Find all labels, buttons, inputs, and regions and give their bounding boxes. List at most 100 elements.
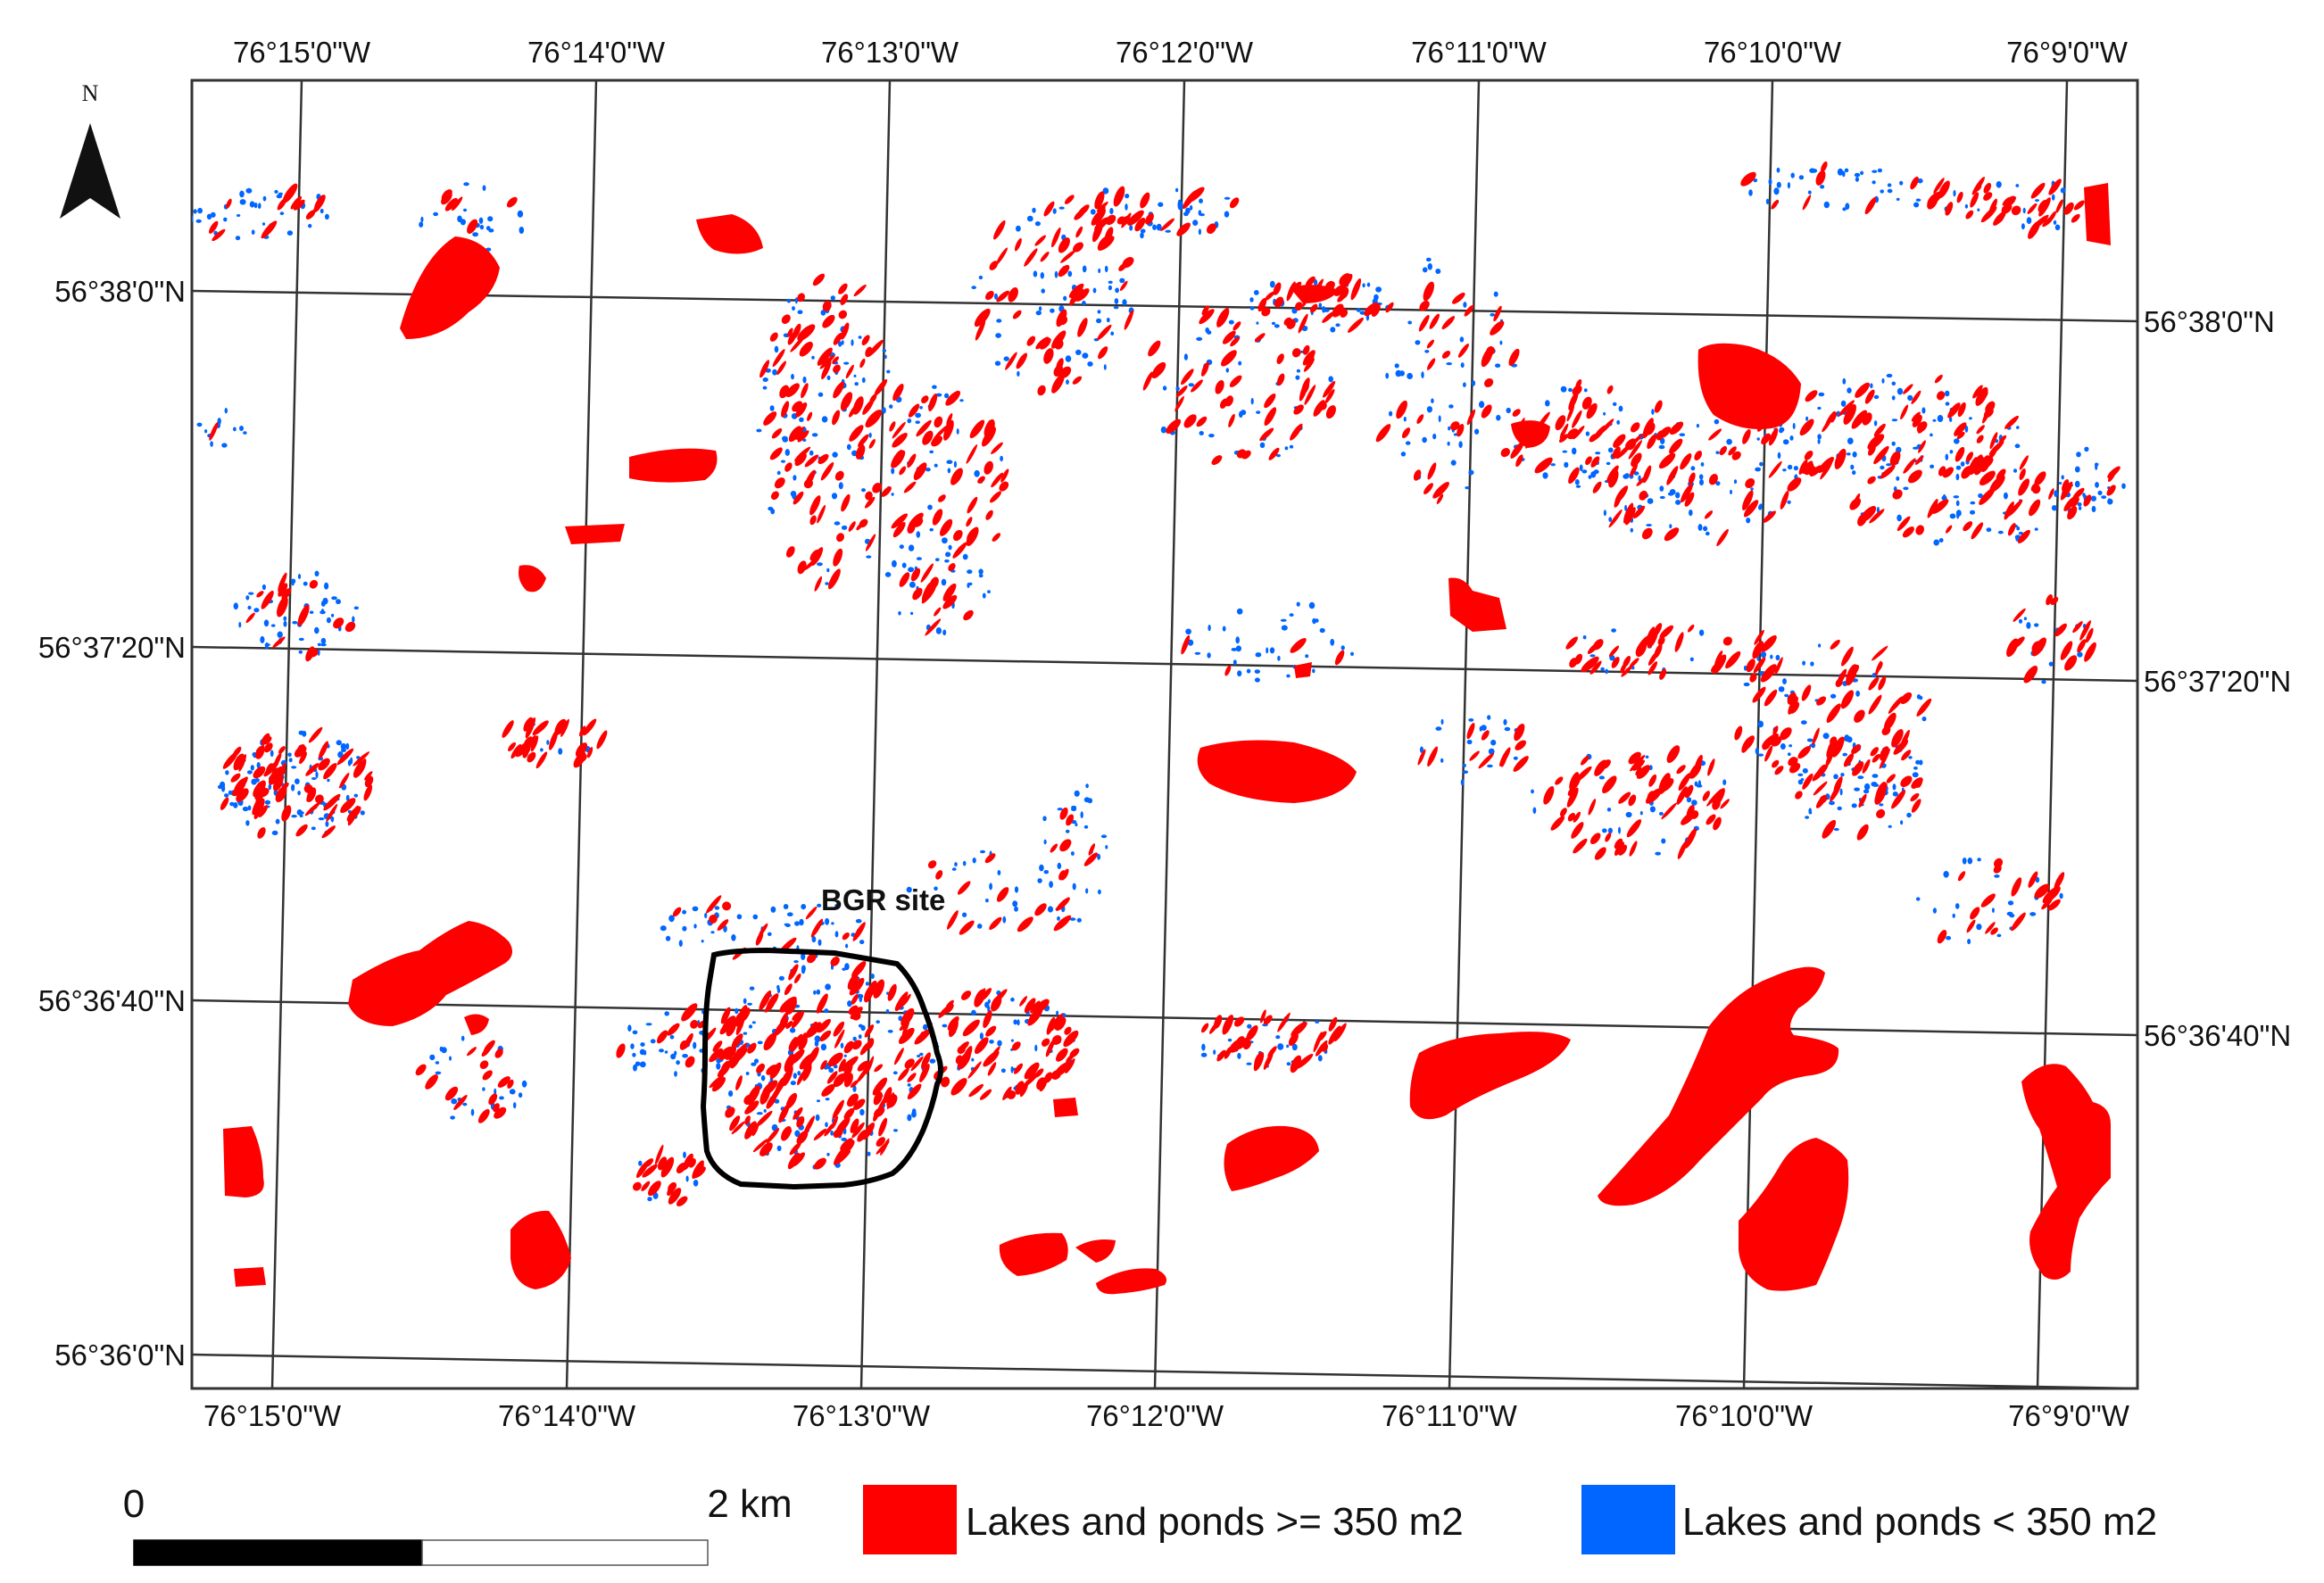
- pond-large: [2023, 665, 2038, 684]
- pond-small: [217, 418, 221, 425]
- pond-small: [934, 886, 938, 891]
- pond-large: [729, 1115, 741, 1131]
- pond-large: [1254, 333, 1266, 343]
- pond-small: [521, 1080, 527, 1088]
- pond-large: [1594, 847, 1606, 860]
- pond-large: [1636, 475, 1648, 486]
- latitude-label: 56°37'20"N: [38, 631, 186, 664]
- pond-small: [242, 806, 249, 812]
- pond-small: [984, 1001, 990, 1008]
- pond-small: [833, 1065, 838, 1069]
- pond-small: [1308, 601, 1316, 609]
- pond-large: [1963, 521, 1973, 532]
- pond-small: [1996, 933, 2002, 938]
- pond-small: [1969, 417, 1972, 420]
- pond-large: [2048, 488, 2054, 500]
- pond-large: [1892, 489, 1903, 500]
- pond-small: [297, 574, 302, 579]
- pond-large: [744, 1115, 751, 1125]
- pond-large: [963, 609, 974, 621]
- pond-small: [923, 1024, 928, 1031]
- pond-large: [1246, 1024, 1258, 1041]
- pond-small: [1330, 327, 1336, 333]
- pond-small: [1887, 188, 1893, 194]
- pond-large: [1851, 744, 1862, 754]
- pond-large: [323, 763, 337, 780]
- pond-large: [502, 720, 514, 738]
- pond-small: [825, 917, 830, 925]
- pond-small: [2048, 661, 2054, 667]
- pond-large: [1858, 793, 1867, 808]
- pond-large: [966, 526, 979, 546]
- pond-small: [1938, 538, 1944, 543]
- pond-small: [865, 982, 869, 986]
- lake: [1409, 1032, 1571, 1120]
- pond-large: [1614, 838, 1623, 850]
- pond-large: [1912, 414, 1922, 427]
- pond-large: [1860, 506, 1877, 522]
- pond-small: [482, 1087, 486, 1091]
- pond-large: [744, 1121, 757, 1140]
- pond-small: [1572, 447, 1577, 455]
- pond-small: [989, 1040, 994, 1044]
- pond-small: [1113, 306, 1119, 310]
- pond-large: [1681, 484, 1693, 503]
- pond-small: [710, 931, 715, 934]
- pond-large: [999, 481, 1009, 492]
- latitude-label: 56°38'0"N: [2144, 305, 2275, 338]
- pond-small: [858, 1024, 863, 1028]
- pond-large: [1648, 661, 1658, 675]
- pond-small: [1842, 377, 1847, 385]
- pond-large: [506, 196, 518, 208]
- pond-large: [1060, 250, 1075, 263]
- pond-large: [2063, 202, 2074, 215]
- pond-small: [670, 1053, 676, 1060]
- pond-large: [577, 753, 587, 763]
- pond-large: [1073, 242, 1083, 253]
- pond-large: [983, 1010, 992, 1029]
- pond-small: [1448, 426, 1451, 431]
- pond-large: [1242, 1040, 1251, 1050]
- pond-small: [1886, 463, 1892, 467]
- pond-small: [1082, 352, 1089, 359]
- pond-large: [2067, 506, 2078, 520]
- pond-small: [1481, 725, 1487, 731]
- pond-small: [1787, 182, 1790, 189]
- pond-large: [918, 1031, 925, 1041]
- pond-small: [2078, 506, 2082, 510]
- pond-small: [911, 1110, 917, 1118]
- pond-large: [788, 964, 799, 981]
- pond-small: [1017, 1019, 1020, 1026]
- pond-small: [1943, 871, 1949, 878]
- pond-small: [1468, 469, 1474, 476]
- pond-small: [2026, 622, 2031, 629]
- pond-small: [262, 195, 267, 202]
- pond-small: [830, 1130, 834, 1136]
- pond-small: [324, 213, 329, 220]
- pond-large: [856, 522, 864, 531]
- pond-small: [264, 800, 271, 805]
- pond-small: [1100, 834, 1108, 839]
- pond-small: [1222, 626, 1226, 632]
- pond-small: [887, 1030, 893, 1033]
- pond-small: [270, 624, 276, 627]
- pond-small: [1065, 355, 1072, 362]
- pond-small: [1625, 811, 1632, 818]
- pond-small: [838, 482, 843, 490]
- pond-small: [463, 182, 469, 186]
- pond-large: [793, 974, 801, 983]
- pond-small: [892, 1071, 898, 1075]
- pond-small: [337, 751, 344, 758]
- pond-large: [2072, 621, 2083, 634]
- pond-large: [877, 1090, 891, 1111]
- pond-large: [1083, 852, 1099, 866]
- pond-small: [1189, 204, 1193, 211]
- pond-large: [752, 1139, 768, 1153]
- pond-small: [845, 943, 849, 949]
- pond-small: [1185, 207, 1191, 214]
- pond-small: [1056, 1010, 1059, 1015]
- legend-swatch-small-ponds: [1581, 1485, 1675, 1554]
- pond-small: [2060, 187, 2066, 194]
- longitude-label: 76°11'0"W: [1411, 36, 1548, 69]
- pond-large: [819, 1030, 832, 1042]
